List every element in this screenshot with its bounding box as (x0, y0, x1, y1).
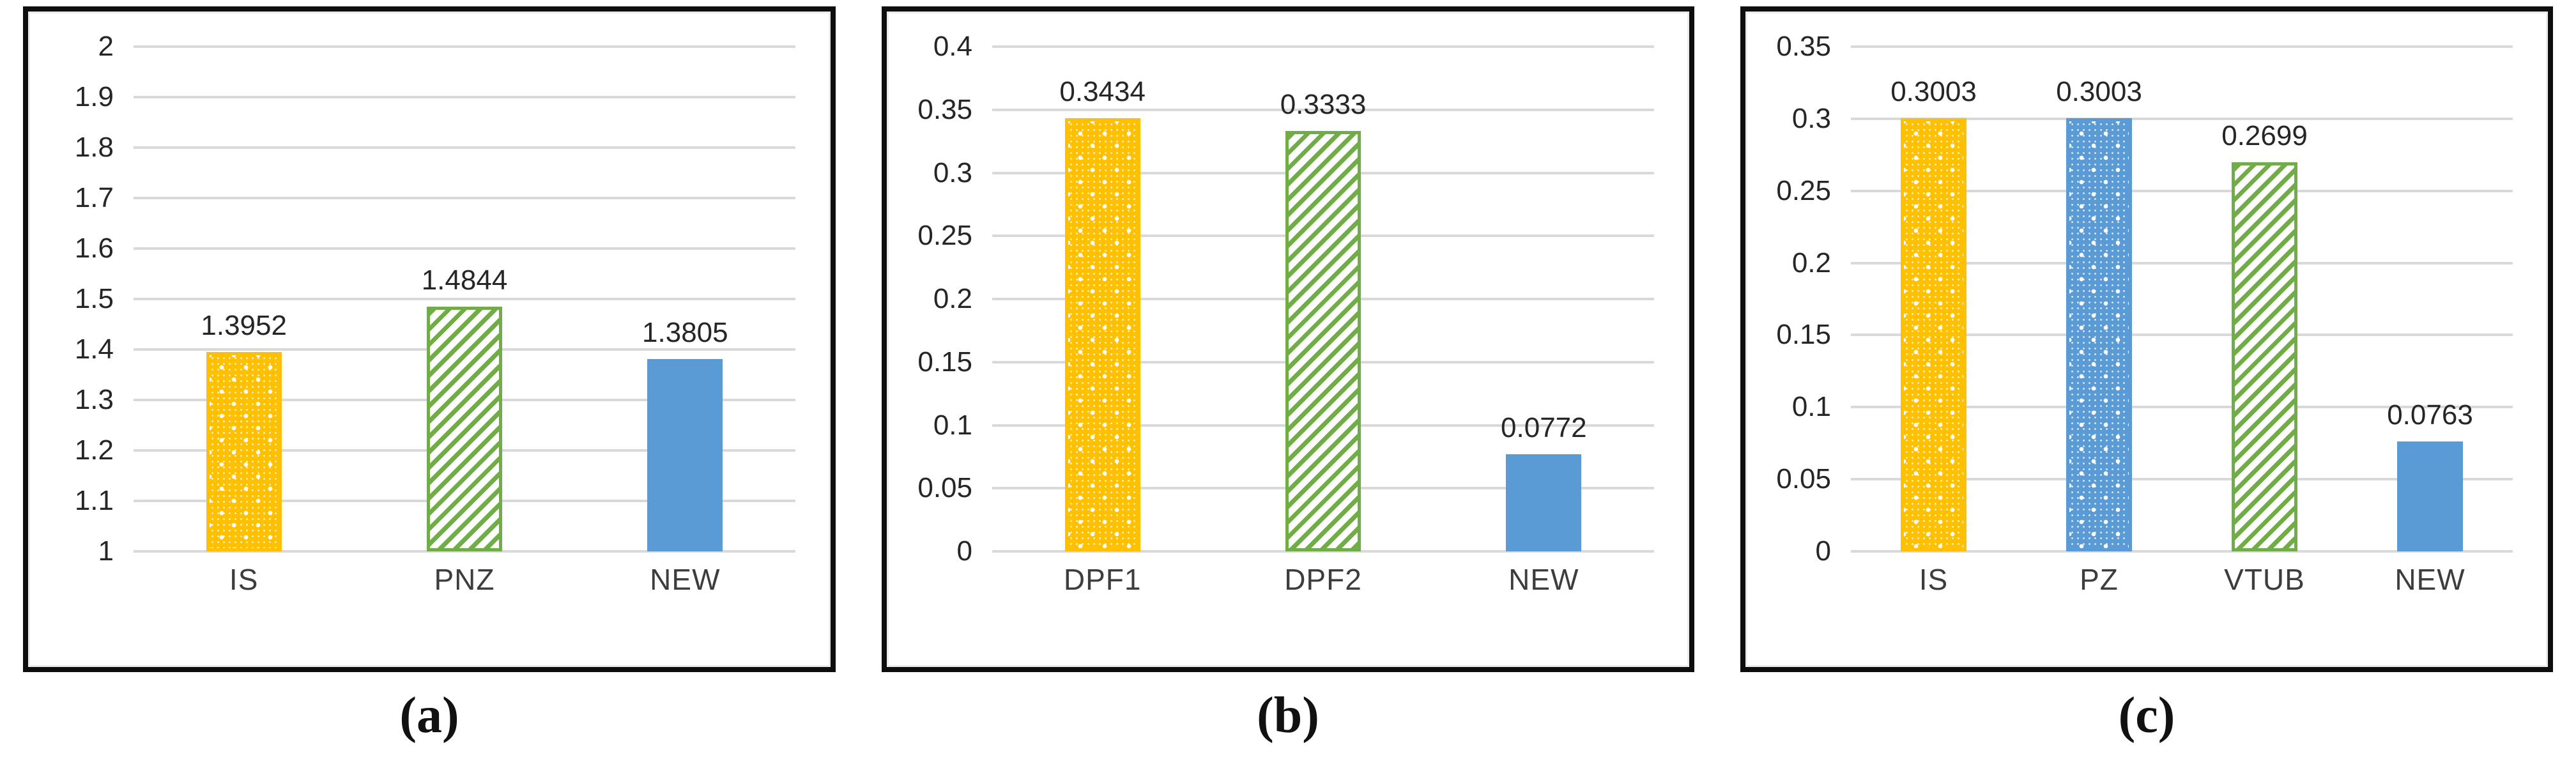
y-tick-label: 0.2 (1791, 247, 1831, 279)
plot-area-a: 1.3952 1.4844 1.3805 (134, 45, 795, 553)
y-tick-label: 0.35 (1776, 31, 1831, 62)
panel-b: 0.4 0.35 0.3 0.25 0.2 0.15 0.1 0.05 0 0.3434 0.33… (859, 0, 1717, 759)
gridline (992, 550, 1654, 553)
gridline (134, 550, 795, 553)
x-axis-a: IS PNZ NEW (134, 562, 795, 608)
y-tick-label: 1 (98, 535, 114, 567)
y-tick-label: 0.05 (917, 472, 972, 504)
y-tick-label: 0.3 (933, 157, 972, 188)
plot-area-c: 0.3003 0.3003 0.2699 0.0763 (1851, 45, 2513, 553)
y-tick-label: 1.2 (74, 434, 114, 466)
chart-c: 0.35 0.3 0.25 0.2 0.15 0.1 0.05 0 0.3003 0.3003 0… (1740, 6, 2553, 673)
y-tick-label: 1.5 (74, 283, 114, 314)
category-label: DPF2 (1284, 563, 1362, 596)
value-label: 0.0772 (1501, 411, 1587, 443)
x-axis-b: DPF1 DPF2 NEW (992, 562, 1654, 608)
bar-is (206, 351, 282, 551)
value-label: 0.0763 (2387, 399, 2473, 431)
gridline (134, 197, 795, 199)
y-axis-c: 0.35 0.3 0.25 0.2 0.15 0.1 0.05 0 (1745, 31, 1841, 567)
y-tick-label: 1.7 (74, 182, 114, 213)
y-tick-label: 1.8 (74, 132, 114, 163)
bar-pz (2066, 118, 2132, 551)
gridline (134, 45, 795, 48)
gridline (1851, 406, 2513, 409)
y-tick-label: 0 (956, 535, 972, 567)
category-label: VTUB (2224, 563, 2305, 596)
gridline (134, 247, 795, 250)
value-label: 0.3333 (1280, 88, 1367, 120)
category-label: IS (229, 563, 259, 596)
caption-b: (b) (1257, 687, 1319, 744)
gridline (1851, 117, 2513, 120)
gridline (134, 146, 795, 149)
bar-new (1506, 454, 1582, 551)
value-label: 0.2699 (2221, 119, 2308, 151)
category-label: PZ (2080, 563, 2119, 596)
y-axis-b: 0.4 0.35 0.3 0.25 0.2 0.15 0.1 0.05 0 (887, 31, 983, 567)
y-tick-label: 0.3 (1791, 102, 1831, 134)
gridline (1851, 189, 2513, 192)
value-label: 0.3003 (2056, 76, 2142, 108)
category-label: IS (1919, 563, 1949, 596)
gridline (1851, 45, 2513, 48)
y-tick-label: 0 (1815, 535, 1831, 567)
chart-a: 2 1.9 1.8 1.7 1.6 1.5 1.4 1.3 1.2 1.1 1 1.3952 1.48… (23, 6, 836, 673)
y-axis-a: 2 1.9 1.8 1.7 1.6 1.5 1.4 1.3 1.2 1.1 1 (28, 31, 124, 567)
caption-a: (a) (399, 687, 459, 744)
plot-area-b: 0.3434 0.3333 0.0772 (992, 45, 1654, 553)
value-label: 0.3003 (1890, 76, 1977, 108)
gridline (134, 96, 795, 98)
gridline (1851, 550, 2513, 553)
y-tick-label: 1.9 (74, 81, 114, 112)
y-tick-label: 1.3 (74, 384, 114, 415)
y-tick-label: 0.25 (1776, 174, 1831, 206)
gridline (1851, 261, 2513, 264)
y-tick-label: 0.1 (1791, 391, 1831, 423)
y-tick-label: 0.15 (917, 346, 972, 378)
bar-new (647, 359, 723, 551)
category-label: PNZ (434, 563, 495, 596)
category-label: DPF1 (1063, 563, 1142, 596)
panel-a: 2 1.9 1.8 1.7 1.6 1.5 1.4 1.3 1.2 1.1 1 1.3952 1.48… (0, 0, 859, 759)
bar-new (2397, 441, 2463, 551)
caption-c: (c) (2118, 687, 2175, 744)
panel-c: 0.35 0.3 0.25 0.2 0.15 0.1 0.05 0 0.3003 0.3003 0… (1717, 0, 2576, 759)
value-label: 1.3952 (201, 309, 287, 341)
gridline (134, 298, 795, 300)
category-label: NEW (1508, 563, 1579, 596)
y-tick-label: 1.4 (74, 334, 114, 365)
y-tick-label: 0.05 (1776, 463, 1831, 495)
y-tick-label: 1.6 (74, 233, 114, 264)
bar-dpf2 (1285, 130, 1361, 551)
value-label: 1.3805 (642, 317, 728, 349)
y-tick-label: 1.1 (74, 485, 114, 516)
bar-vtub (2232, 162, 2297, 551)
value-label: 1.4844 (421, 264, 508, 296)
gridline (1851, 334, 2513, 337)
bar-dpf1 (1064, 118, 1140, 551)
y-tick-label: 0.1 (933, 409, 972, 441)
gridline (992, 45, 1654, 48)
y-tick-label: 0.15 (1776, 319, 1831, 351)
value-label: 0.3434 (1059, 75, 1146, 107)
gridline (992, 108, 1654, 111)
y-tick-label: 0.4 (933, 31, 972, 62)
y-tick-label: 0.2 (933, 283, 972, 314)
y-tick-label: 0.25 (917, 220, 972, 252)
category-label: NEW (2395, 563, 2465, 596)
bar-pnz (427, 307, 502, 551)
bar-is (1901, 118, 1966, 551)
category-label: NEW (650, 563, 721, 596)
chart-b: 0.4 0.35 0.3 0.25 0.2 0.15 0.1 0.05 0 0.3434 0.33… (882, 6, 1694, 673)
y-tick-label: 2 (98, 31, 114, 62)
y-tick-label: 0.35 (917, 93, 972, 125)
gridline (1851, 478, 2513, 481)
x-axis-c: IS PZ VTUB NEW (1851, 562, 2513, 608)
